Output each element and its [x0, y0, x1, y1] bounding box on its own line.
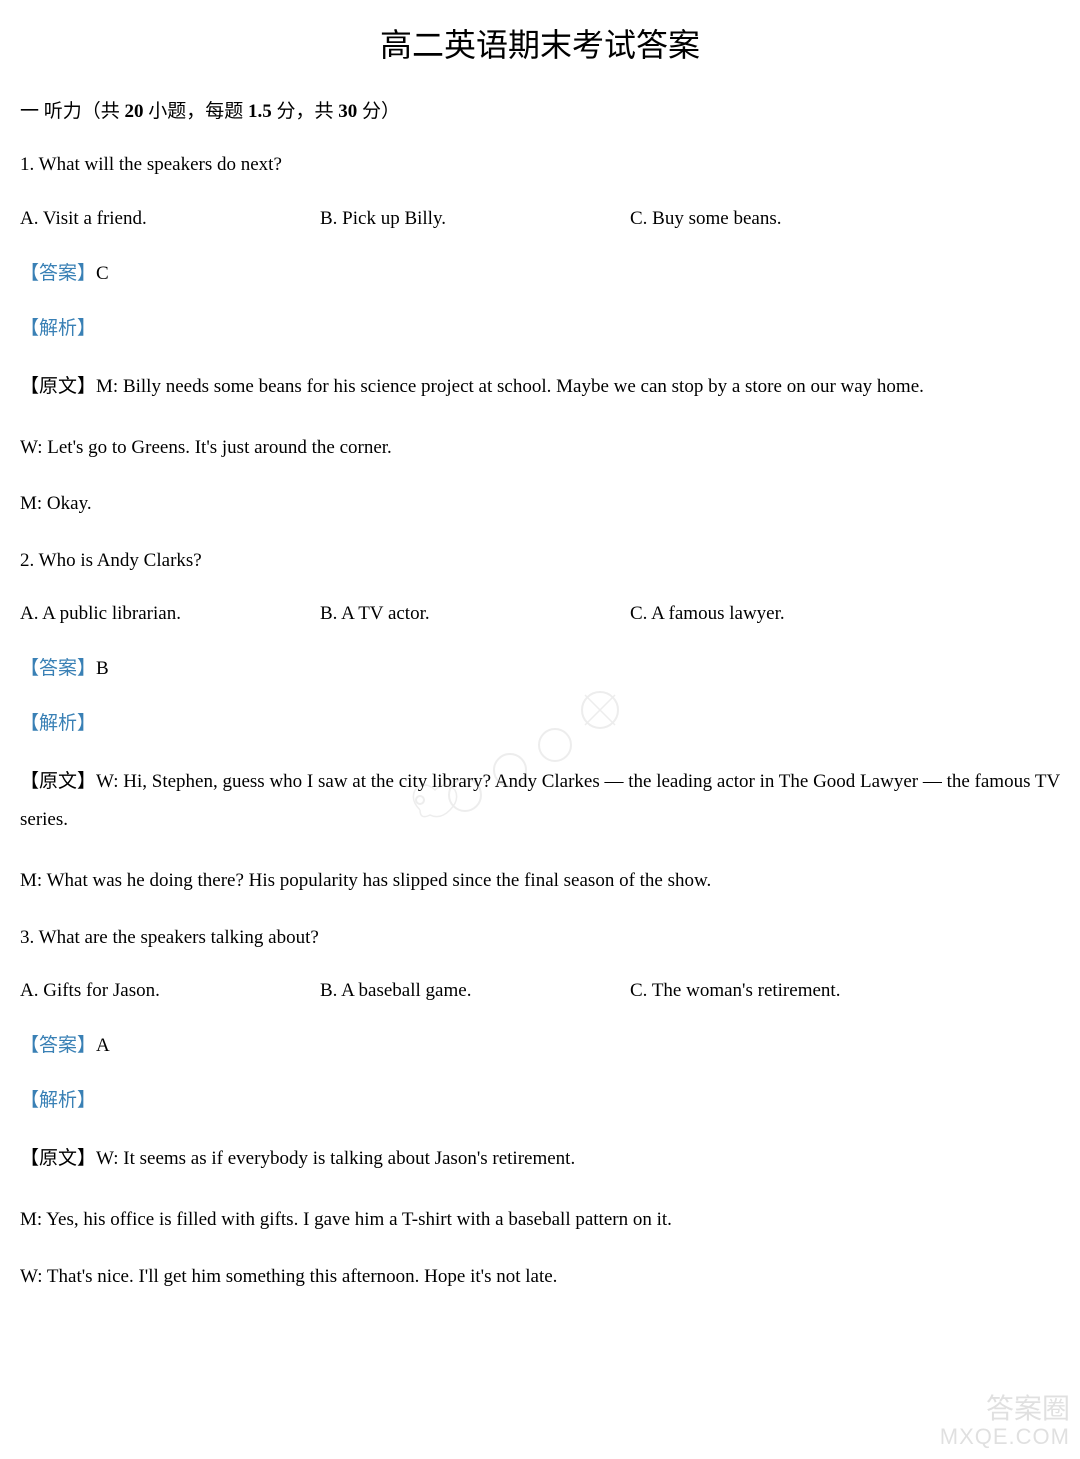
original-label: 【原文】	[20, 771, 96, 792]
question-2-option-a: A. A public librarian.	[20, 603, 320, 625]
question-3-dialogue-1: W: That's nice. I'll get him something t…	[20, 1263, 1060, 1292]
original-content: W: Hi, Stephen, guess who I saw at the c…	[20, 771, 1060, 830]
question-1-answer: 【答案】C	[20, 258, 1060, 285]
question-1-dialogue-1: M: Okay.	[20, 490, 1060, 519]
question-3-analysis: 【解析】	[20, 1085, 1060, 1112]
question-1-option-b: B. Pick up Billy.	[320, 208, 630, 230]
question-2-text: 2. Who is Andy Clarks?	[20, 547, 1060, 576]
question-2-options: A. A public librarian. B. A TV actor. C.…	[20, 603, 1060, 625]
section-points-each: 1.5	[248, 101, 272, 122]
section-num-questions: 20	[125, 101, 144, 122]
watermark-line2: MXQE.COM	[940, 1425, 1070, 1449]
question-1-dialogue-0: W: Let's go to Greens. It's just around …	[20, 434, 1060, 463]
question-3-answer: 【答案】A	[20, 1030, 1060, 1057]
question-3-option-a: A. Gifts for Jason.	[20, 980, 320, 1002]
answer-label: 【答案】	[20, 263, 96, 284]
question-2-analysis: 【解析】	[20, 708, 1060, 735]
section-mid2: 分，共	[272, 101, 339, 122]
question-3-option-b: B. A baseball game.	[320, 980, 630, 1002]
answer-value: B	[96, 658, 109, 679]
page-title: 高二英语期末考试答案	[20, 20, 1060, 66]
section-suffix: 分）	[357, 101, 400, 122]
question-3-text: 3. What are the speakers talking about?	[20, 924, 1060, 953]
original-content: W: It seems as if everybody is talking a…	[96, 1148, 575, 1169]
answer-value: A	[96, 1035, 110, 1056]
section-header: 一 听力（共 20 小题，每题 1.5 分，共 30 分）	[20, 96, 1060, 123]
question-1-original: 【原文】M: Billy needs some beans for his sc…	[20, 368, 1060, 406]
original-content: M: Billy needs some beans for his scienc…	[96, 376, 924, 397]
question-3-options: A. Gifts for Jason. B. A baseball game. …	[20, 980, 1060, 1002]
answer-label: 【答案】	[20, 658, 96, 679]
question-1-text: 1. What will the speakers do next?	[20, 151, 1060, 180]
original-label: 【原文】	[20, 1148, 96, 1169]
answer-label: 【答案】	[20, 1035, 96, 1056]
question-3-dialogue-0: M: Yes, his office is filled with gifts.…	[20, 1206, 1060, 1235]
watermark-line1: 答案圈	[940, 1394, 1070, 1425]
question-2-dialogue-0: M: What was he doing there? His populari…	[20, 867, 1060, 896]
question-3-option-c: C. The woman's retirement.	[630, 980, 1060, 1002]
question-2-original: 【原文】W: Hi, Stephen, guess who I saw at t…	[20, 763, 1060, 839]
watermark-bottom: 答案圈 MXQE.COM	[940, 1394, 1070, 1449]
question-2-option-c: C. A famous lawyer.	[630, 603, 1060, 625]
question-1-options: A. Visit a friend. B. Pick up Billy. C. …	[20, 208, 1060, 230]
answer-value: C	[96, 263, 109, 284]
original-label: 【原文】	[20, 376, 96, 397]
section-mid1: 小题，每题	[144, 101, 249, 122]
question-3-original: 【原文】W: It seems as if everybody is talki…	[20, 1140, 1060, 1178]
section-total-points: 30	[338, 101, 357, 122]
question-1-option-a: A. Visit a friend.	[20, 208, 320, 230]
question-2-option-b: B. A TV actor.	[320, 603, 630, 625]
question-1-analysis: 【解析】	[20, 313, 1060, 340]
question-2-answer: 【答案】B	[20, 653, 1060, 680]
section-prefix: 一 听力（共	[20, 101, 125, 122]
question-1-option-c: C. Buy some beans.	[630, 208, 1060, 230]
